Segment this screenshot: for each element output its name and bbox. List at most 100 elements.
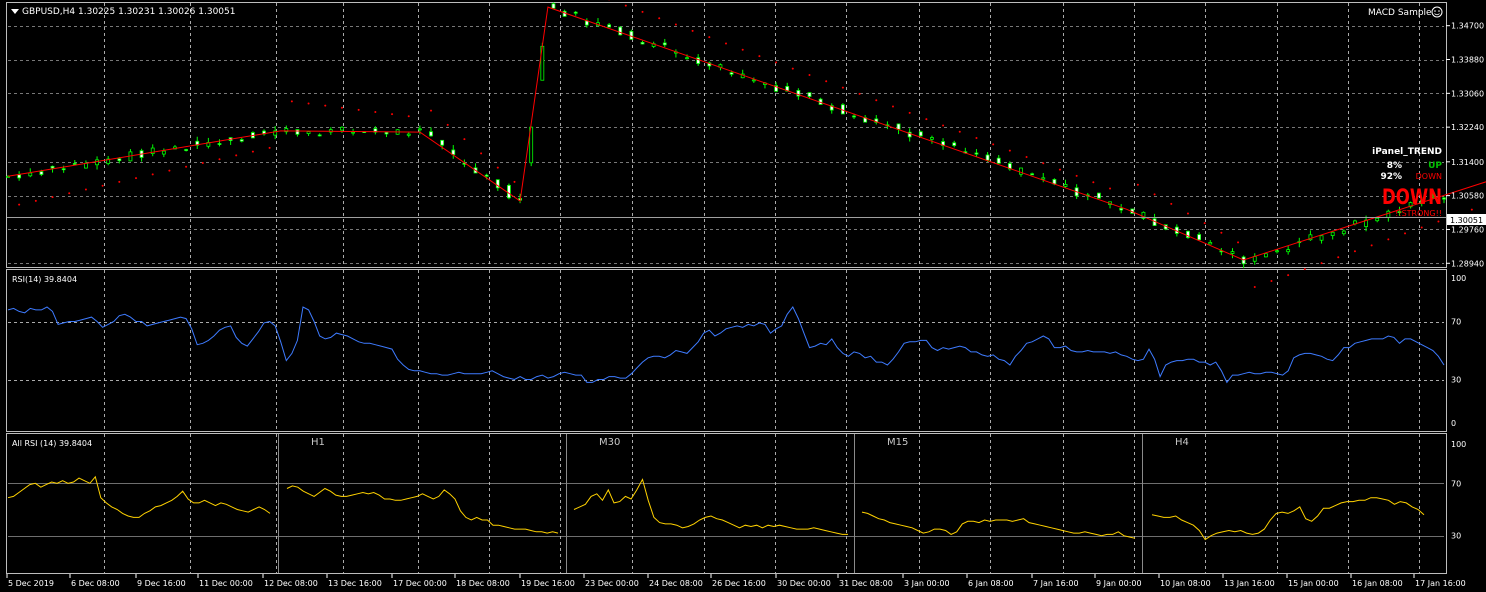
chart-menu-triangle-icon[interactable]: [11, 9, 19, 14]
psar-dot: [463, 138, 465, 140]
price-tick-label: 1.34700: [1451, 22, 1484, 31]
trend-panel: iPanel_TREND 8% UP 92% DOWN DOWN !!STRON…: [1372, 147, 1442, 218]
candle-body: [62, 169, 65, 170]
candle-body: [1198, 235, 1201, 240]
psar-dot: [1270, 280, 1272, 282]
psar-dot: [68, 192, 70, 194]
candle-body: [185, 150, 188, 151]
candle-body: [1376, 218, 1379, 220]
psar-dot: [775, 61, 777, 63]
psar-dot: [1220, 232, 1222, 234]
candle-body: [686, 58, 689, 59]
psar-dot: [792, 68, 794, 70]
psar-dot: [447, 124, 449, 126]
allrsi-tick-label: 100: [1451, 440, 1466, 449]
psar-dot: [252, 151, 254, 153]
candle-body: [318, 135, 321, 136]
psar-dot: [758, 55, 760, 57]
expert-advisor-label: MACD Sample: [1368, 8, 1432, 18]
price-tick-label: 1.28940: [1451, 259, 1484, 268]
time-tick-label: 9 Dec 16:00: [137, 579, 186, 588]
candle-body: [51, 166, 54, 168]
price-tick-label: 1.30580: [1451, 192, 1484, 201]
candle-body: [1019, 168, 1022, 174]
rsi-tick-label: 100: [1451, 274, 1466, 283]
price-panel-frame: [7, 3, 1447, 268]
psar-dot: [497, 167, 499, 169]
rsi-panel-frame: [7, 270, 1447, 432]
psar-dot: [808, 74, 810, 76]
psar-dot: [202, 162, 204, 164]
psar-dot: [859, 93, 861, 95]
candle-body: [1209, 242, 1212, 244]
psar-dot: [308, 102, 310, 104]
candle-body: [240, 140, 243, 142]
candle-body: [118, 159, 121, 161]
psar-dot: [168, 170, 170, 172]
candle-body: [485, 175, 488, 176]
candle-body: [385, 132, 388, 134]
time-tick-label: 26 Dec 16:00: [712, 579, 766, 588]
rsi-level-lines: [8, 323, 1444, 537]
time-tick-label: 11 Dec 00:00: [199, 579, 253, 588]
time-tick-label: 5 Dec 2019: [8, 579, 54, 588]
candle-body: [352, 132, 355, 133]
allrsi-segment-line: [1152, 498, 1424, 540]
psar-dot: [675, 24, 677, 26]
candle-body: [930, 138, 933, 140]
psar-dot: [85, 189, 87, 191]
psar-dot: [892, 106, 894, 108]
candle-body: [853, 116, 856, 117]
candle-body: [730, 73, 733, 75]
rsi-tick-label: 0: [1451, 419, 1456, 428]
candle-body: [18, 175, 21, 178]
time-tick-label: 24 Dec 08:00: [649, 579, 703, 588]
candle-body: [1264, 254, 1267, 257]
time-tick-label: 13 Dec 16:00: [328, 579, 382, 588]
psar-dot: [925, 118, 927, 120]
candle-body: [29, 173, 32, 176]
psar-dot: [1137, 184, 1139, 186]
psar-dot: [1354, 250, 1356, 252]
time-tick-label: 6 Jan 08:00: [968, 579, 1014, 588]
time-tick-label: 17 Jan 16:00: [1415, 579, 1466, 588]
candle-body: [296, 130, 299, 135]
psar-dot: [725, 42, 727, 44]
candle-body: [975, 153, 978, 154]
smiley-icon[interactable]: [1432, 7, 1442, 17]
trend-up-pct: 8%: [1387, 161, 1402, 171]
candle-body: [40, 172, 43, 175]
psar-dot: [118, 181, 120, 183]
psar-dot: [1337, 256, 1339, 258]
psar-dot: [625, 5, 627, 7]
psar-dot: [269, 147, 271, 149]
psar-dot: [842, 87, 844, 89]
parabolic-sar-dots: [18, 0, 1486, 288]
time-tick-label: 19 Dec 16:00: [521, 579, 575, 588]
candle-body: [752, 80, 755, 81]
price-tick-label: 1.31400: [1451, 158, 1484, 167]
psar-dot: [1170, 203, 1172, 205]
candle-body: [574, 12, 577, 13]
psar-dot: [992, 143, 994, 145]
time-tick-label: 12 Dec 08:00: [264, 579, 318, 588]
candle-body: [507, 185, 510, 197]
price-tick-label: 1.32240: [1451, 123, 1484, 132]
candle-body: [1387, 211, 1390, 217]
candle-body: [1342, 231, 1345, 234]
timeframe-label: H4: [1175, 437, 1189, 448]
candle-body: [307, 132, 310, 134]
trend-up-label: UP: [1428, 161, 1442, 171]
allrsi-lines: [8, 477, 1424, 540]
time-tick-label: 23 Dec 00:00: [585, 579, 639, 588]
psar-dot: [1421, 226, 1423, 228]
psar-dot: [875, 99, 877, 101]
allrsi-segment-line: [862, 512, 1135, 538]
psar-dot: [1321, 262, 1323, 264]
candle-body: [1276, 251, 1279, 252]
